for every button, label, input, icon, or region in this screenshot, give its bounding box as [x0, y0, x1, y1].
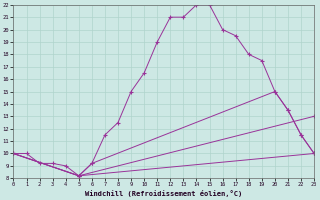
- X-axis label: Windchill (Refroidissement éolien,°C): Windchill (Refroidissement éolien,°C): [85, 190, 242, 197]
